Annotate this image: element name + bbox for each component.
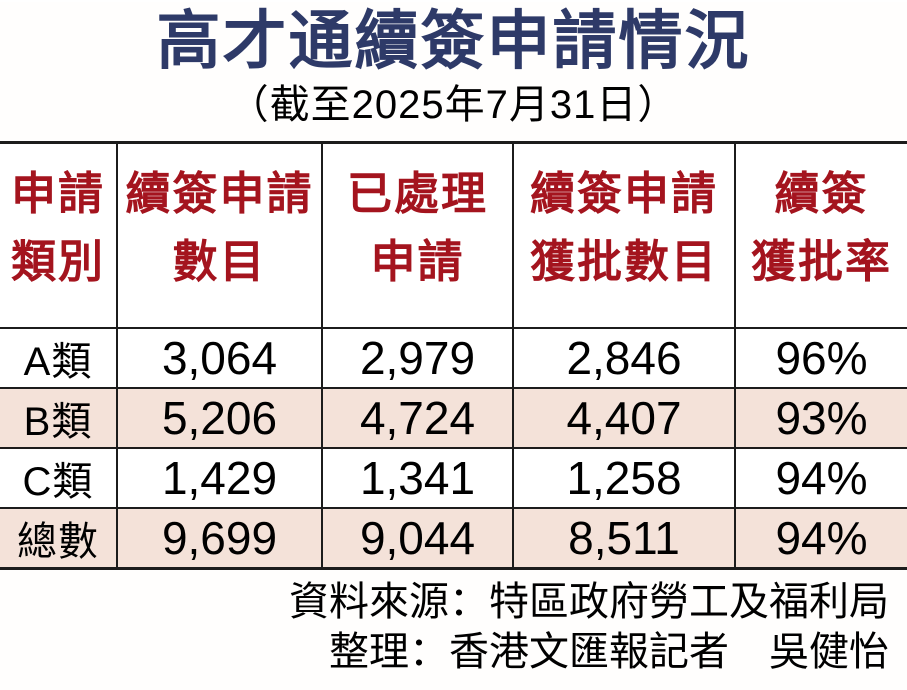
cell-rate: 93%	[734, 387, 907, 449]
cell-approved: 1,258	[512, 447, 735, 509]
cell-rate: 94%	[734, 507, 907, 569]
cell-category: A類	[0, 327, 117, 389]
column-header-text: 申請	[370, 237, 465, 288]
source-line: 資料來源：特區政府勞工及福利局	[289, 578, 889, 624]
column-header-category: 申請 類別	[0, 142, 117, 329]
cell-category: C類	[0, 447, 117, 509]
cell-applications: 3,064	[116, 327, 322, 389]
page-title: 高才通續簽申請情況	[156, 5, 751, 77]
statistics-table: 申請 類別 續簽申請 數目 已處理 申請 續簽申請 獲批數目 續簽 獲批率	[0, 141, 907, 570]
cell-processed: 2,979	[321, 327, 513, 389]
column-header-text: 續簽申請	[529, 169, 718, 220]
cell-category: B類	[0, 387, 117, 449]
cell-applications: 9,699	[116, 507, 322, 569]
table-row-a: A類 3,064 2,979 2,846 96%	[0, 327, 907, 389]
cell-category: 總數	[0, 507, 117, 569]
column-header-approved: 續簽申請 獲批數目	[512, 142, 735, 329]
column-header-text: 申請	[10, 169, 105, 220]
footer: 資料來源：特區政府勞工及福利局 整理：香港文匯報記者 吳健怡	[0, 577, 907, 677]
cell-approved: 4,407	[512, 387, 735, 449]
column-header-text: 續簽申請	[125, 169, 314, 220]
column-header-text: 獲批率	[750, 237, 892, 288]
column-header-rate: 續簽 獲批率	[734, 142, 907, 329]
column-header-text: 類別	[10, 237, 105, 288]
cell-applications: 1,429	[116, 447, 322, 509]
page-subtitle: （截至2025年7月31日）	[228, 83, 679, 127]
column-header-applications: 續簽申請 數目	[116, 142, 322, 329]
table-row-b: B類 5,206 4,724 4,407 93%	[0, 387, 907, 449]
cell-rate: 94%	[734, 447, 907, 509]
cell-applications: 5,206	[116, 387, 322, 449]
table-row-c: C類 1,429 1,341 1,258 94%	[0, 447, 907, 509]
column-header-processed: 已處理 申請	[321, 142, 513, 329]
cell-approved: 2,846	[512, 327, 735, 389]
cell-processed: 1,341	[321, 447, 513, 509]
column-header-text: 獲批數目	[529, 237, 718, 288]
cell-rate: 96%	[734, 327, 907, 389]
cell-processed: 9,044	[321, 507, 513, 569]
cell-approved: 8,511	[512, 507, 735, 569]
credit-line: 整理：香港文匯報記者 吳健怡	[329, 628, 889, 674]
column-header-text: 已處理	[346, 169, 488, 220]
column-header-text: 續簽	[774, 169, 869, 220]
cell-processed: 4,724	[321, 387, 513, 449]
column-header-text: 數目	[172, 237, 267, 288]
table-header-row: 申請 類別 續簽申請 數目 已處理 申請 續簽申請 獲批數目 續簽 獲批率	[0, 142, 907, 329]
table-row-total: 總數 9,699 9,044 8,511 94%	[0, 507, 907, 569]
